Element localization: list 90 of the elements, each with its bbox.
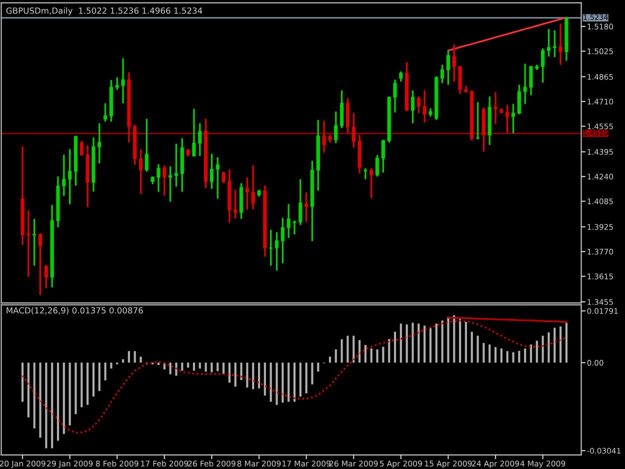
bar — [412, 322, 414, 363]
bar — [530, 344, 532, 363]
bar — [187, 362, 190, 368]
bar — [68, 362, 71, 426]
bar — [293, 362, 296, 402]
line-series — [22, 320, 568, 434]
bar — [358, 340, 361, 363]
bar — [80, 362, 83, 408]
bar — [441, 320, 444, 363]
bar — [276, 362, 278, 405]
bar — [33, 362, 36, 428]
bar — [488, 344, 491, 363]
bar — [140, 356, 142, 363]
bar — [524, 348, 526, 363]
bar — [340, 339, 343, 363]
bar — [27, 362, 30, 418]
bar — [122, 359, 124, 363]
bar — [192, 362, 196, 371]
bar — [370, 348, 372, 363]
bar — [282, 362, 284, 403]
bar — [181, 362, 184, 371]
bar — [554, 328, 556, 363]
bar — [435, 324, 438, 363]
bar — [222, 362, 225, 374]
bar — [204, 362, 207, 372]
bar — [482, 343, 485, 363]
bar — [175, 362, 178, 376]
bar — [228, 362, 230, 383]
bar — [51, 362, 54, 448]
bar — [394, 332, 396, 363]
bar — [246, 362, 248, 388]
bar — [418, 324, 420, 363]
bar — [45, 362, 48, 448]
bar — [98, 362, 100, 392]
bar — [328, 356, 332, 363]
bar — [518, 350, 520, 363]
bar — [317, 362, 320, 372]
bar — [453, 315, 456, 363]
bar — [62, 362, 65, 434]
bar — [305, 362, 308, 394]
bar — [169, 362, 172, 374]
bar — [424, 326, 426, 363]
bar — [86, 362, 89, 405]
bar — [334, 349, 337, 363]
bar — [92, 362, 95, 397]
bar — [429, 328, 432, 363]
bar — [565, 322, 568, 363]
bar — [252, 362, 254, 390]
bar — [364, 345, 366, 363]
line-series — [447, 16, 568, 52]
bar — [512, 352, 514, 363]
bar — [210, 362, 213, 372]
bar — [406, 324, 408, 363]
bar — [216, 362, 219, 372]
bar — [382, 346, 384, 363]
bar — [470, 332, 473, 363]
bar — [376, 349, 378, 363]
bar — [128, 351, 130, 363]
bar — [476, 336, 479, 363]
bar — [299, 362, 302, 397]
bar — [506, 351, 508, 363]
bar — [110, 362, 112, 368]
bar — [542, 336, 544, 363]
bar — [500, 348, 502, 363]
bar — [560, 326, 562, 363]
bar — [198, 362, 201, 368]
bar — [104, 362, 106, 380]
bar — [548, 332, 550, 363]
bar — [459, 319, 462, 363]
bar — [22, 362, 24, 402]
bar — [346, 336, 349, 363]
text: GBPUSDm,Daily 1.5022 1.5236 1.4966 1.5234 — [6, 7, 202, 16]
bar — [56, 362, 60, 441]
chart-title: MACD(12,26,9) 0.01375 0.00876 — [6, 307, 143, 315]
bar — [494, 347, 497, 363]
bar — [447, 316, 450, 363]
bar — [234, 362, 236, 387]
bar — [270, 362, 272, 402]
bar — [39, 362, 42, 438]
bar — [352, 336, 355, 363]
bar — [311, 362, 314, 384]
bar — [536, 340, 538, 363]
bar — [288, 362, 290, 402]
bar — [264, 362, 266, 396]
bar — [258, 362, 260, 388]
bar — [388, 338, 390, 363]
bar — [464, 322, 467, 363]
bar — [134, 351, 136, 363]
bar — [74, 362, 77, 414]
bar — [400, 324, 402, 363]
